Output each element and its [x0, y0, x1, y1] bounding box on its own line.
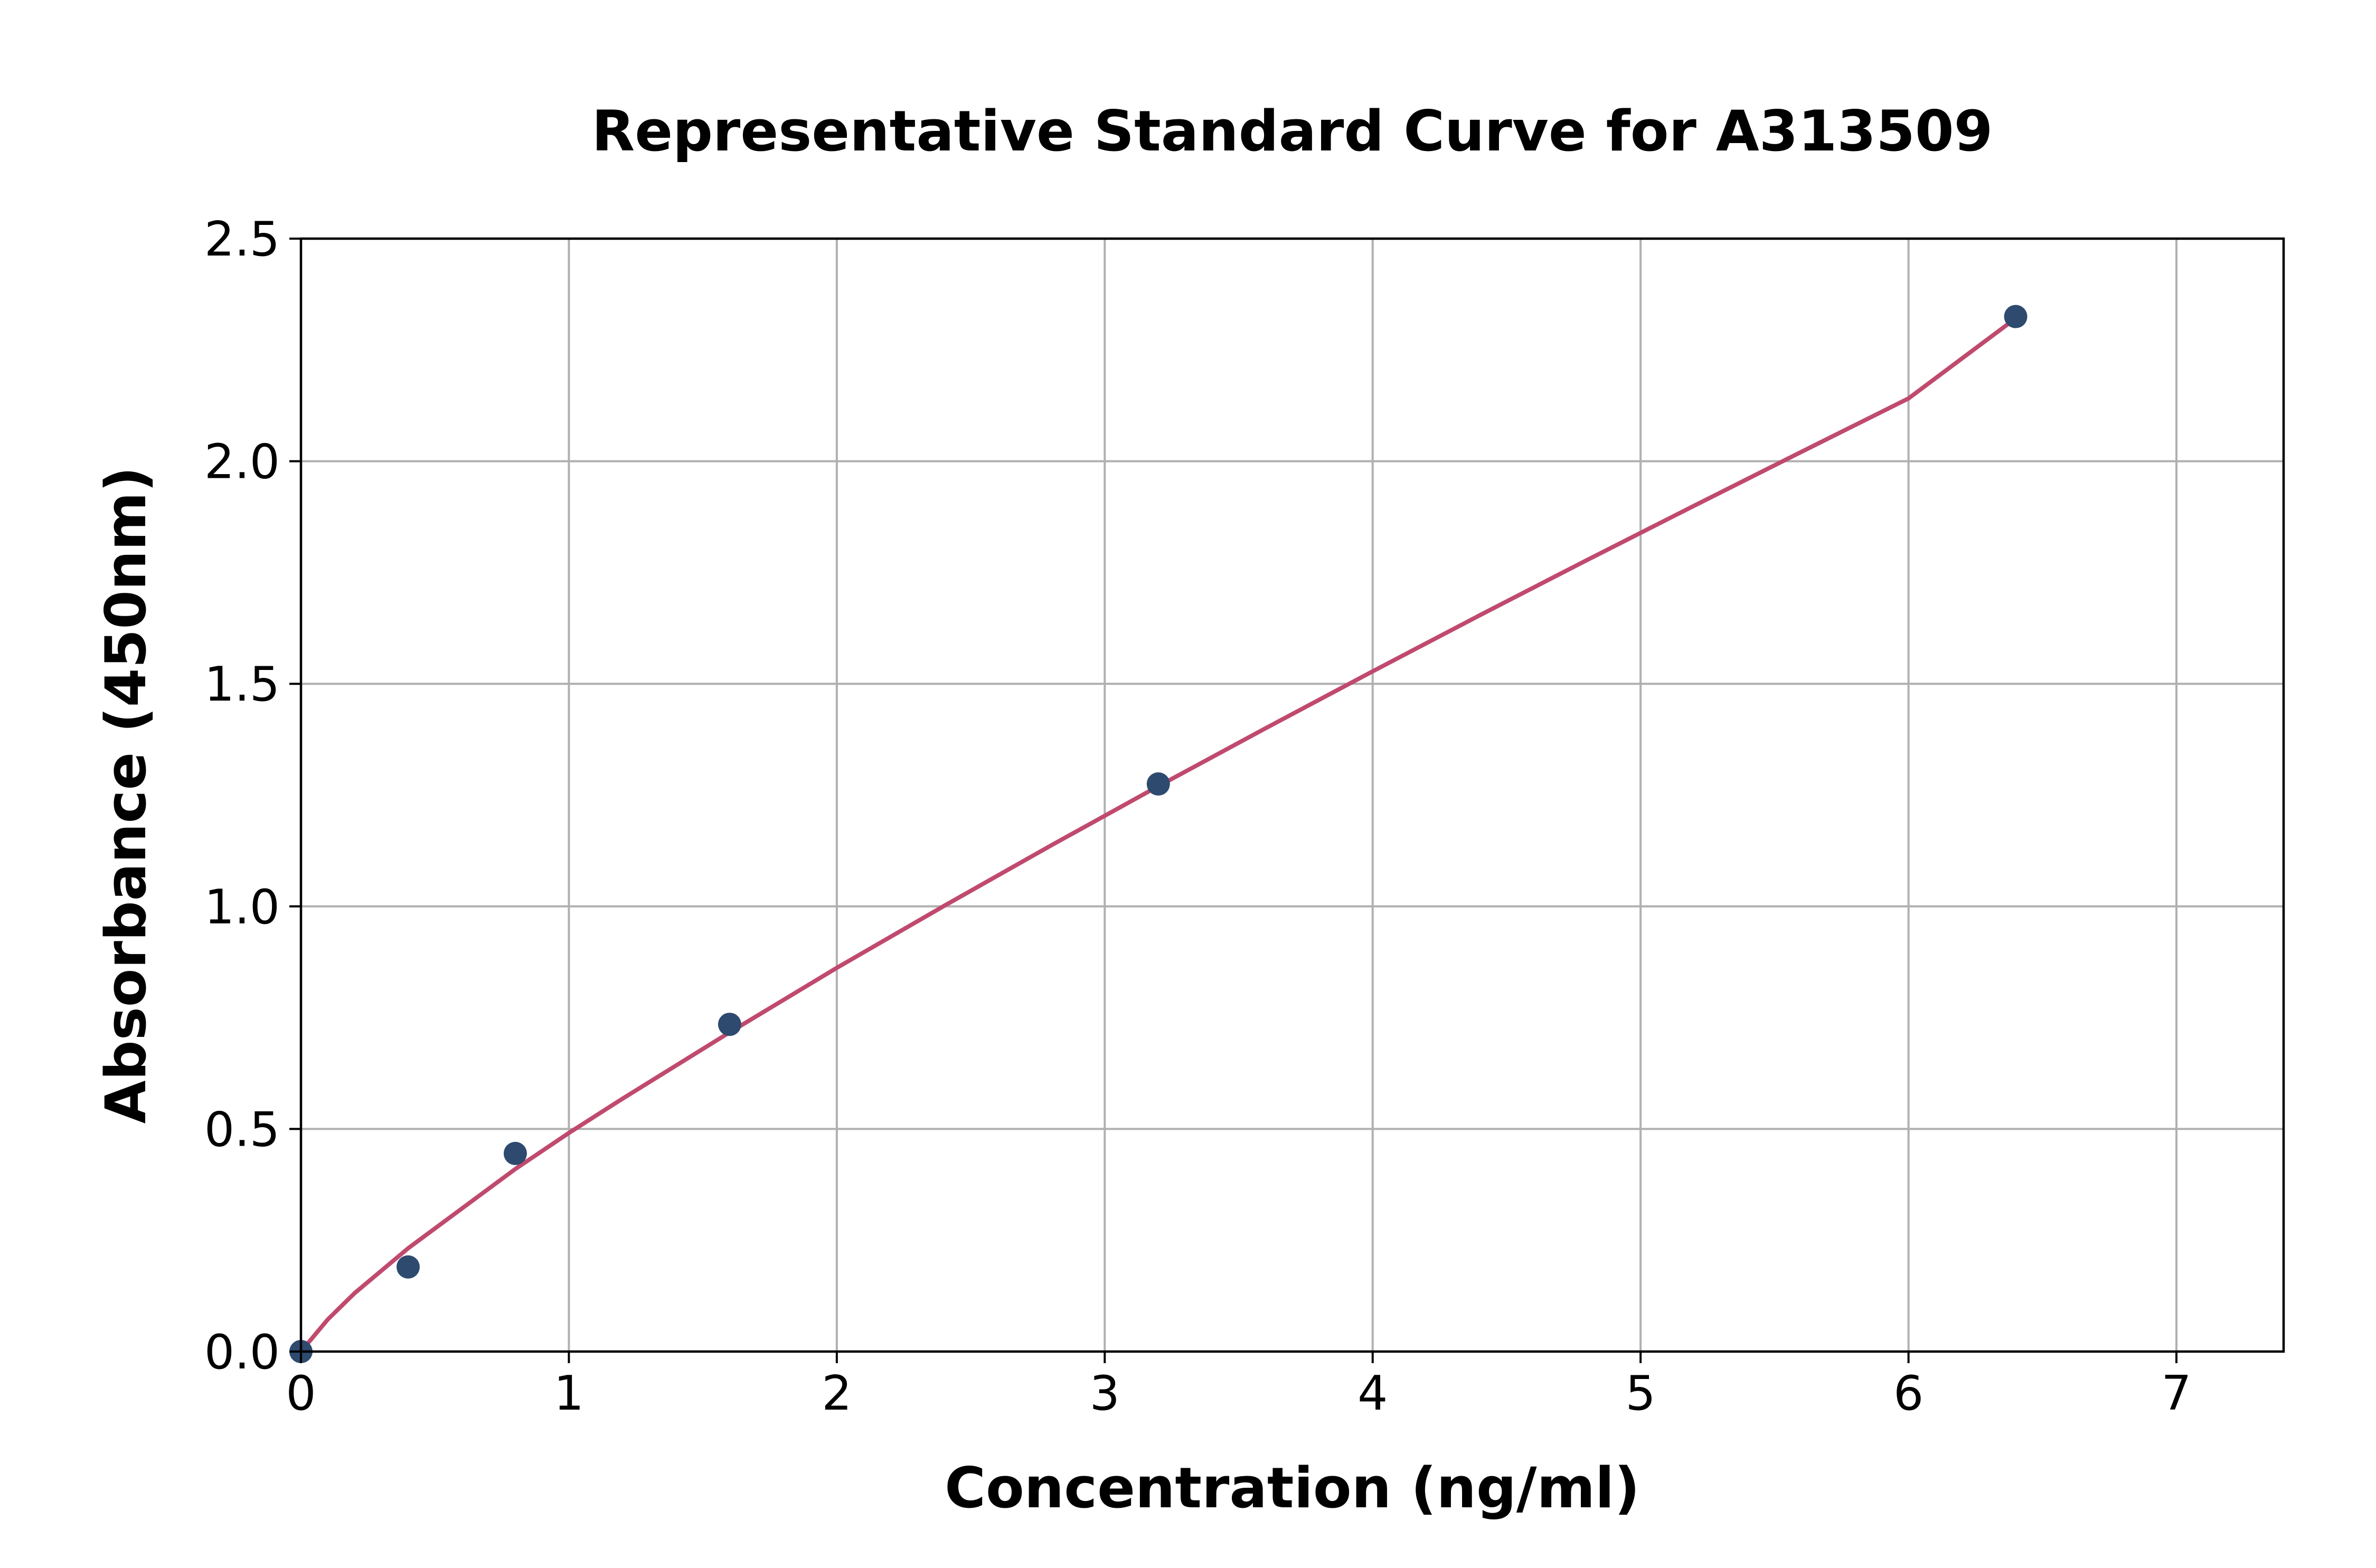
- x-tick-label: 6: [1893, 1366, 1924, 1421]
- data-point: [1146, 772, 1170, 796]
- fit-curve-line: [299, 316, 2018, 1354]
- y-tick-label: 0.5: [204, 1102, 280, 1157]
- plot-frame: [299, 237, 2285, 1353]
- y-tick-label: 1.5: [204, 657, 280, 712]
- fit-curve-layer: [299, 316, 2018, 1354]
- x-tick-label: 0: [286, 1366, 316, 1421]
- data-point: [396, 1255, 420, 1279]
- x-axis-label: Concentration (ng/ml): [945, 1456, 1640, 1520]
- data-point: [2004, 305, 2028, 328]
- x-tick-label: 1: [554, 1366, 584, 1421]
- y-tick-label: 2.0: [204, 434, 280, 490]
- x-tick-label: 2: [822, 1366, 852, 1421]
- y-tick-label: 1.0: [204, 880, 280, 935]
- x-tick-label: 3: [1090, 1366, 1120, 1421]
- y-axis-label: Absorbance (450nm): [93, 467, 158, 1124]
- data-points: [289, 305, 2028, 1363]
- x-tick-label: 7: [2161, 1366, 2191, 1421]
- x-tick-label: 4: [1357, 1366, 1388, 1421]
- chart-title: Representative Standard Curve for A31350…: [592, 99, 1993, 164]
- y-tick-label: 0.0: [204, 1325, 280, 1380]
- y-axis-ticks: 0.0 0.5 1.0 1.5 2.0 2.5: [204, 212, 301, 1380]
- data-point: [503, 1141, 527, 1165]
- grid: [300, 238, 2284, 1353]
- x-axis-ticks: 0 1 2 3 4 5 6 7: [286, 1352, 2192, 1421]
- y-tick-label: 2.5: [204, 212, 280, 267]
- data-point: [718, 1013, 741, 1036]
- x-tick-label: 5: [1626, 1366, 1656, 1421]
